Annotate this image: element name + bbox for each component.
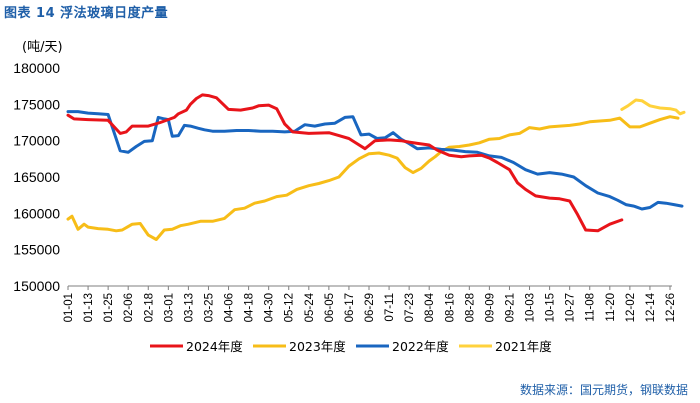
x-tick-label: 08-28 bbox=[464, 293, 476, 322]
x-tick-label: 12-14 bbox=[645, 292, 657, 322]
chart-series bbox=[66, 93, 686, 241]
y-tick-label: 180000 bbox=[13, 60, 60, 76]
x-tick-label: 10-27 bbox=[565, 293, 577, 322]
legend-label: 2023年度 bbox=[289, 339, 346, 354]
x-tick-label: 02-18 bbox=[143, 293, 155, 322]
x-tick-label: 01-25 bbox=[103, 293, 115, 322]
x-tick-label: 04-06 bbox=[224, 293, 236, 322]
x-tick-label: 03-01 bbox=[163, 293, 175, 322]
x-tick-label: 04-18 bbox=[244, 293, 256, 322]
x-tick-label: 05-24 bbox=[304, 292, 316, 322]
x-tick-label: 02-06 bbox=[123, 293, 135, 322]
x-tick-label: 03-25 bbox=[203, 293, 215, 322]
legend-label: 2021年度 bbox=[495, 339, 552, 354]
x-tick-label: 11-20 bbox=[605, 293, 617, 322]
x-tick-label: 04-30 bbox=[264, 293, 276, 322]
y-tick-label: 155000 bbox=[13, 242, 60, 258]
series-line-2023年度 bbox=[66, 115, 680, 241]
x-tick-label: 12-26 bbox=[665, 293, 677, 322]
x-tick-label: 10-15 bbox=[545, 293, 557, 322]
chart-legend: 2024年度 2023年度 2022年度 2021年度 bbox=[150, 339, 552, 354]
x-tick-label: 10-03 bbox=[525, 293, 537, 322]
x-tick-label: 09-09 bbox=[484, 293, 496, 322]
legend-label: 2022年度 bbox=[392, 339, 449, 354]
y-tick-label: 170000 bbox=[13, 133, 60, 149]
x-tick-label: 09-21 bbox=[504, 293, 516, 322]
x-tick-label: 08-04 bbox=[424, 292, 436, 322]
data-source-note: 数据来源：国元期货，钢联数据 bbox=[519, 383, 688, 397]
chart-axes: 150000 155000 160000 165000 170000 175000 1800… bbox=[13, 60, 677, 322]
x-tick-label: 07-11 bbox=[384, 293, 396, 322]
x-tick-label: 01-01 bbox=[63, 293, 75, 322]
x-tick-label: 07-23 bbox=[404, 293, 416, 322]
x-tick-label: 08-16 bbox=[444, 293, 456, 322]
series-line-2024年度 bbox=[66, 93, 624, 233]
y-tick-label: 165000 bbox=[13, 169, 60, 185]
figure-title: 图表 14 浮法玻璃日度产量 bbox=[4, 6, 169, 21]
x-tick-label: 01-13 bbox=[83, 293, 95, 322]
y-tick-label: 160000 bbox=[13, 205, 60, 221]
x-tick-label: 06-05 bbox=[324, 293, 336, 322]
legend-label: 2024年度 bbox=[186, 339, 243, 354]
x-tick-label: 03-13 bbox=[183, 293, 195, 322]
x-tick-label: 06-17 bbox=[344, 293, 356, 322]
x-tick-label: 12-02 bbox=[625, 293, 637, 322]
y-tick-label: 150000 bbox=[13, 278, 60, 294]
x-tick-label: 06-29 bbox=[364, 293, 376, 322]
y-axis-unit: (吨/天) bbox=[22, 40, 63, 55]
x-tick-label: 05-12 bbox=[284, 293, 296, 322]
series-line-2022年度 bbox=[66, 110, 684, 211]
y-tick-label: 175000 bbox=[13, 96, 60, 112]
series-line-2021年度 bbox=[620, 98, 686, 116]
x-tick-label: 11-08 bbox=[585, 293, 597, 322]
